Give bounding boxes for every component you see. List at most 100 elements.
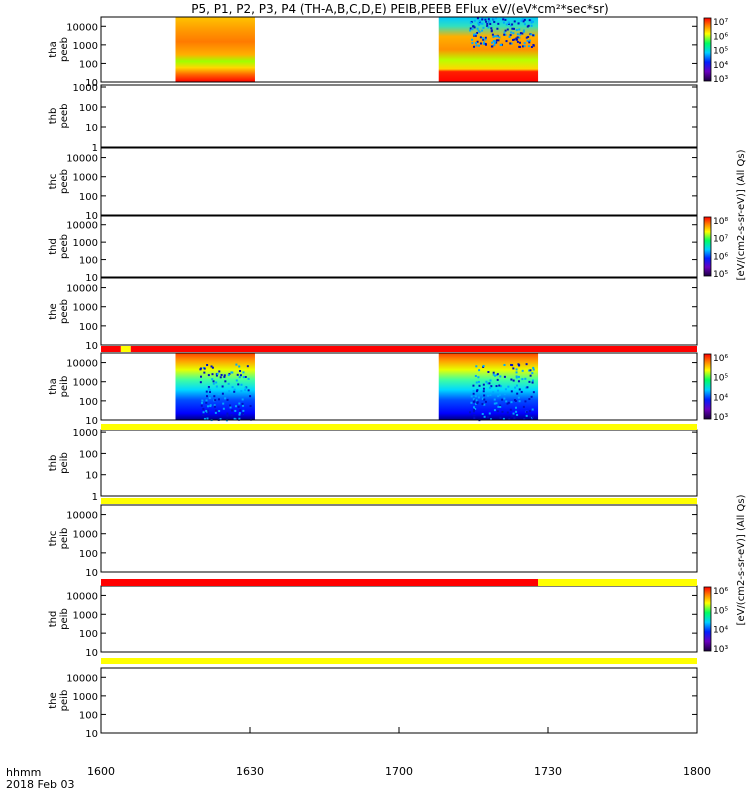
noise-speck [490, 27, 493, 30]
x-tick-label: 1800 [683, 765, 711, 778]
noise-speck [504, 29, 507, 32]
noise-speck [529, 374, 532, 377]
noise-speck [499, 375, 502, 378]
noise-speck [492, 373, 495, 376]
noise-speck [488, 20, 491, 23]
noise-speck [474, 407, 477, 410]
noise-speck [485, 20, 488, 23]
noise-speck [503, 375, 506, 378]
noise-speck [528, 380, 531, 383]
noise-speck [478, 30, 481, 33]
noise-speck [237, 383, 240, 386]
noise-speck [499, 43, 502, 46]
panel-frame [100, 429, 698, 497]
quality-bar-segment [101, 658, 697, 664]
noise-speck [481, 37, 484, 40]
noise-speck [216, 372, 219, 375]
noise-speck [522, 30, 525, 33]
colorbar-tick-label: 10⁶ [713, 252, 728, 262]
noise-speck [249, 395, 252, 398]
noise-speck [532, 391, 535, 394]
noise-speck [481, 397, 484, 400]
noise-speck [474, 375, 477, 378]
noise-speck [490, 385, 493, 388]
y-tick-label: 1000 [73, 303, 98, 314]
noise-speck [229, 406, 232, 409]
noise-speck [470, 401, 473, 404]
noise-speck [200, 375, 203, 378]
noise-speck [468, 411, 471, 414]
noise-speck [512, 38, 515, 41]
noise-speck [518, 41, 521, 44]
noise-speck [481, 22, 484, 25]
noise-speck [522, 405, 525, 408]
panel-label: thcpeib [48, 528, 70, 550]
noise-speck [497, 22, 500, 25]
noise-speck [205, 395, 208, 398]
noise-speck [525, 386, 528, 389]
noise-speck [211, 373, 214, 376]
y-tick-label: 10 [85, 416, 98, 427]
noise-speck [231, 386, 234, 389]
noise-speck [505, 23, 508, 26]
noise-speck [208, 390, 211, 393]
colorbar-tick-label: 10⁴ [713, 393, 728, 403]
noise-speck [476, 32, 479, 35]
noise-speck [531, 372, 534, 375]
noise-speck [484, 38, 487, 41]
noise-speck [481, 29, 484, 32]
noise-speck [517, 380, 520, 383]
noise-speck [202, 408, 205, 411]
noise-speck [473, 408, 476, 411]
noise-speck [529, 410, 532, 413]
noise-speck [214, 411, 217, 414]
noise-speck [472, 392, 475, 395]
quality-bar-segment [101, 346, 121, 352]
noise-speck [221, 392, 224, 395]
y-tick-label: 1000 [73, 530, 98, 541]
panel-tha-peib: 10 100 1000 10000 thapeib 10³ 10⁴ 10⁵ 10⁶ [48, 352, 728, 427]
x-tick-label: 1630 [236, 765, 264, 778]
noise-speck [487, 18, 490, 21]
noise-speck [471, 28, 474, 31]
noise-speck [207, 386, 210, 389]
noise-speck [486, 382, 489, 385]
noise-speck [226, 414, 229, 417]
noise-speck [238, 365, 241, 368]
noise-speck [496, 373, 499, 376]
noise-speck [205, 409, 208, 412]
noise-speck [510, 390, 513, 393]
colorbar-tick-label: 10⁶ [713, 354, 728, 364]
y-tick-label: 10 [85, 273, 98, 284]
noise-speck [528, 39, 531, 42]
noise-speck [503, 33, 506, 36]
noise-speck [234, 418, 237, 421]
noise-speck [473, 406, 476, 409]
y-tick-label: 10 [85, 648, 98, 659]
noise-speck [530, 33, 533, 36]
noise-speck [503, 397, 506, 400]
colorbar-tick-label: 10⁵ [713, 47, 728, 57]
noise-speck [530, 19, 533, 22]
noise-texture [199, 363, 253, 422]
noise-speck [236, 373, 239, 376]
noise-speck [512, 379, 515, 382]
noise-speck [492, 371, 495, 374]
noise-speck [509, 24, 512, 27]
noise-speck [518, 364, 521, 367]
colorbar-label-peeb: [eV/(cm2-s-sr-eV)] (All Qs) [736, 149, 747, 280]
panel-thd-peib: 10 100 1000 10000 thdpeib 10³ 10⁴ 10⁵ 10⁶ [48, 585, 728, 659]
noise-speck [240, 383, 243, 386]
y-tick-label: 1 [92, 143, 98, 154]
noise-speck [227, 382, 230, 385]
noise-speck [527, 24, 530, 27]
noise-speck [510, 378, 513, 381]
noise-speck [476, 401, 479, 404]
colorbar-tick-label: 10⁶ [713, 587, 728, 597]
noise-speck [230, 371, 233, 374]
y-tick-label: 10000 [66, 284, 98, 295]
noise-speck [215, 374, 218, 377]
noise-speck [234, 409, 237, 412]
noise-speck [474, 34, 477, 37]
